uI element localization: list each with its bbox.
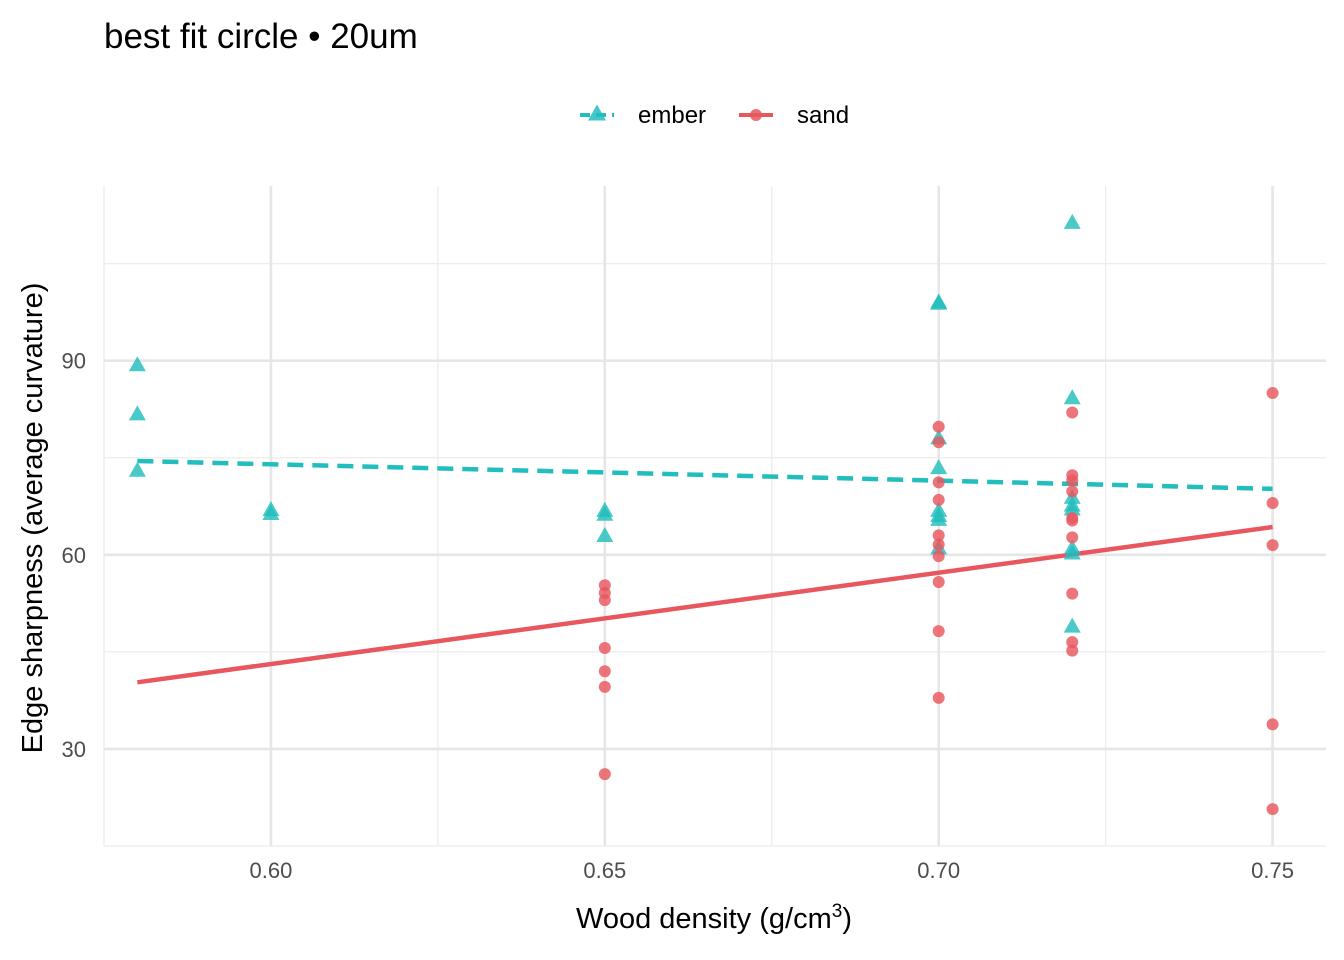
x-tick-label: 0.75 bbox=[1251, 858, 1294, 883]
point-sand bbox=[1066, 474, 1079, 487]
point-sand bbox=[1066, 406, 1079, 419]
x-axis-title-main: Wood density (g/cm bbox=[576, 903, 832, 935]
x-tick-label: 0.60 bbox=[250, 858, 293, 883]
legend-label-ember: ember bbox=[638, 102, 706, 129]
point-sand bbox=[1066, 644, 1079, 657]
legend-key-marker-ember bbox=[588, 104, 606, 121]
point-ember bbox=[128, 405, 146, 421]
point-sand bbox=[932, 420, 945, 433]
point-sand bbox=[1266, 387, 1279, 400]
fit-lines bbox=[137, 458, 1273, 685]
fit-line-sand bbox=[137, 524, 1273, 685]
point-sand bbox=[932, 576, 945, 588]
point-sand bbox=[932, 493, 945, 506]
point-sand bbox=[1066, 636, 1079, 649]
point-sand bbox=[598, 642, 611, 654]
point-sand bbox=[1066, 531, 1079, 544]
point-sand bbox=[598, 680, 611, 693]
point-sand bbox=[1266, 718, 1279, 731]
point-ember bbox=[930, 459, 948, 475]
point-sand bbox=[932, 436, 945, 449]
point-sand bbox=[932, 691, 945, 704]
point-ember bbox=[1063, 500, 1081, 516]
x-axis-ticks: 0.60 0.65 0.70 0.75 bbox=[250, 858, 1294, 883]
point-ember bbox=[1063, 617, 1081, 633]
point-ember bbox=[930, 510, 948, 526]
point-ember bbox=[128, 461, 146, 477]
point-ember bbox=[596, 527, 614, 543]
y-axis-ticks: 30 60 90 bbox=[62, 349, 86, 762]
point-sand bbox=[598, 768, 611, 781]
point-sand bbox=[1066, 514, 1079, 527]
point-sand bbox=[598, 665, 611, 678]
point-sand bbox=[932, 538, 945, 551]
y-tick-label: 30 bbox=[62, 737, 86, 762]
point-ember bbox=[262, 505, 280, 521]
point-sand bbox=[1066, 485, 1079, 498]
grid bbox=[103, 186, 1326, 847]
fit-line-ember bbox=[137, 458, 1273, 492]
point-ember bbox=[1063, 389, 1081, 405]
x-tick-label: 0.65 bbox=[583, 858, 626, 883]
x-axis-title: Wood density (g/cm3) bbox=[576, 901, 852, 935]
y-tick-label: 90 bbox=[62, 349, 86, 374]
point-sand bbox=[1266, 497, 1279, 510]
legend-item-ember: ember bbox=[580, 102, 706, 129]
x-axis-title-superscript: 3 bbox=[832, 901, 843, 922]
x-axis-title-suffix: ) bbox=[842, 903, 852, 935]
point-sand bbox=[932, 625, 945, 638]
legend-item-sand: sand bbox=[739, 102, 849, 129]
point-sand bbox=[1266, 803, 1279, 816]
point-ember bbox=[1063, 544, 1081, 560]
point-ember bbox=[1063, 213, 1081, 229]
point-sand bbox=[598, 594, 611, 607]
point-sand bbox=[932, 550, 945, 563]
legend: ember sand bbox=[580, 102, 849, 129]
point-ember bbox=[128, 356, 146, 372]
y-tick-label: 60 bbox=[62, 543, 86, 568]
point-ember bbox=[930, 294, 948, 310]
point-sand bbox=[1266, 539, 1279, 552]
data-points bbox=[128, 213, 1279, 816]
legend-key-marker-sand bbox=[750, 109, 762, 121]
point-sand bbox=[932, 529, 945, 542]
point-ember bbox=[596, 505, 614, 521]
chart-title: best fit circle • 20um bbox=[104, 17, 418, 56]
point-sand bbox=[1066, 587, 1079, 600]
legend-label-sand: sand bbox=[797, 102, 849, 129]
x-tick-label: 0.70 bbox=[917, 858, 960, 883]
y-axis-title: Edge sharpness (average curvature) bbox=[17, 283, 49, 754]
point-sand bbox=[932, 476, 945, 489]
